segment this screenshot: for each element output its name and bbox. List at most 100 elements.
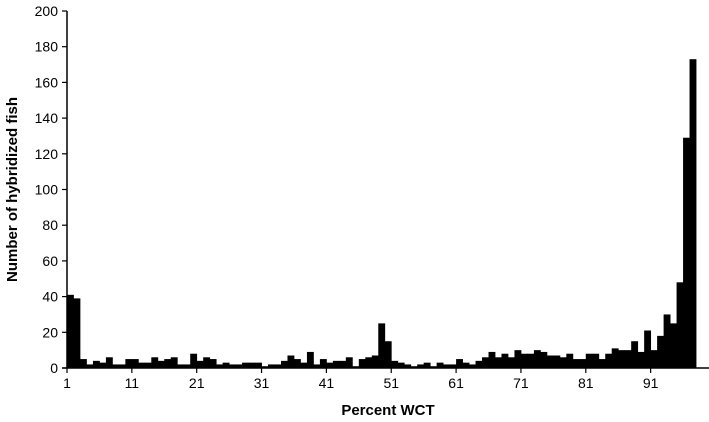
bar-65 <box>482 357 489 368</box>
x-tick-label: 51 <box>383 375 399 391</box>
bar-3 <box>79 359 87 368</box>
bar-55 <box>417 364 425 368</box>
bar-9 <box>118 364 126 368</box>
x-tick-label: 31 <box>254 375 270 391</box>
bar-75 <box>546 355 554 368</box>
bar-39 <box>313 364 321 368</box>
bar-8 <box>112 364 120 368</box>
bar-63 <box>469 364 476 368</box>
x-tick-label: 71 <box>513 375 529 391</box>
x-tick-label: 1 <box>63 375 71 391</box>
bar-87 <box>624 350 632 368</box>
bar-84 <box>605 353 613 368</box>
bar-45 <box>352 366 360 368</box>
bar-58 <box>436 362 444 368</box>
x-tick-label: 81 <box>578 375 594 391</box>
bar-73 <box>533 350 541 368</box>
bar-10 <box>125 359 133 368</box>
bar-80 <box>579 359 587 368</box>
bar-77 <box>559 357 567 368</box>
bar-90 <box>644 330 652 368</box>
bar-93 <box>663 314 671 368</box>
x-axis-ticks: 1 11 21 31 41 51 61 71 81 91 <box>63 368 659 391</box>
bar-20 <box>190 353 198 368</box>
bar-83 <box>598 359 606 368</box>
bar-28 <box>242 362 249 368</box>
bar-47 <box>365 357 373 368</box>
bar-30 <box>255 362 262 368</box>
y-tick-label: 80 <box>42 217 58 233</box>
bar-43 <box>339 360 347 368</box>
y-tick-label: 40 <box>42 289 58 305</box>
bar-2 <box>73 298 81 368</box>
y-tick-label: 120 <box>35 146 59 162</box>
y-tick-label: 200 <box>35 3 59 19</box>
bar-60 <box>449 364 457 368</box>
bar-12 <box>138 362 146 368</box>
bar-91 <box>650 350 658 368</box>
bar-44 <box>345 357 353 368</box>
bar-92 <box>657 335 665 368</box>
bar-21 <box>196 360 204 368</box>
bar-23 <box>209 359 217 368</box>
y-tick-label: 100 <box>35 182 59 198</box>
bar-86 <box>618 350 626 368</box>
x-tick-label: 41 <box>319 375 335 391</box>
x-tick-label: 61 <box>448 375 464 391</box>
x-tick-label: 91 <box>643 375 659 391</box>
bar-27 <box>235 364 243 368</box>
bar-16 <box>164 359 172 368</box>
bar-82 <box>592 353 600 368</box>
bar-19 <box>183 364 191 368</box>
bar-66 <box>488 351 496 368</box>
bar-26 <box>229 364 237 368</box>
bar-85 <box>611 348 619 368</box>
bar-4 <box>86 364 94 368</box>
x-tick-label: 11 <box>125 375 140 391</box>
bar-6 <box>99 362 107 368</box>
bar-95 <box>676 282 684 368</box>
bar-69 <box>507 357 515 368</box>
bar-18 <box>177 364 185 368</box>
bar-31 <box>261 366 269 368</box>
bar-24 <box>216 364 224 368</box>
y-tick-label: 180 <box>35 39 59 55</box>
bar-67 <box>495 357 502 368</box>
bar-56 <box>423 362 431 368</box>
bar-96 <box>683 137 690 368</box>
bar-50 <box>384 341 392 368</box>
bar-46 <box>358 359 366 368</box>
bar-81 <box>585 353 593 368</box>
bar-79 <box>572 359 580 368</box>
bar-17 <box>170 357 178 368</box>
bar-34 <box>281 360 288 368</box>
bar-61 <box>456 359 463 368</box>
bar-33 <box>274 364 282 368</box>
bar-59 <box>443 364 451 368</box>
bar-38 <box>306 351 314 368</box>
y-tick-label: 0 <box>50 360 58 376</box>
bar-76 <box>553 355 561 368</box>
bar-54 <box>410 366 418 368</box>
bar-5 <box>92 360 100 368</box>
bar-25 <box>222 362 230 368</box>
bar-13 <box>144 362 152 368</box>
bar-42 <box>332 360 340 368</box>
x-axis-title: Percent WCT <box>341 402 434 419</box>
y-tick-label: 160 <box>35 74 59 90</box>
bar-57 <box>430 366 438 368</box>
bar-49 <box>378 323 386 368</box>
bar-11 <box>131 359 139 368</box>
bar-94 <box>670 323 677 368</box>
y-axis-ticks: 0 20 40 60 80 100 120 140 160 180 200 <box>35 3 67 376</box>
bar-32 <box>268 364 275 368</box>
bar-72 <box>527 353 535 368</box>
bar-37 <box>300 362 308 368</box>
y-tick-label: 140 <box>35 110 59 126</box>
bar-41 <box>326 362 334 368</box>
bar-89 <box>637 351 645 368</box>
bars <box>67 59 697 368</box>
y-axis-title: Number of hybridized fish <box>4 97 21 282</box>
bar-29 <box>248 362 256 368</box>
bar-7 <box>105 357 113 368</box>
